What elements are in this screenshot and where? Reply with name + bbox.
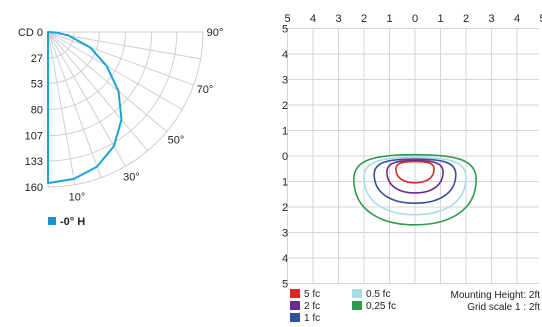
grid-scale-label: Grid scale 1 : 2ft [467, 302, 540, 313]
polar-spoke-10 [47, 31, 76, 185]
polar-angle-tick-90: 90° [207, 27, 224, 39]
polar-legend: -0° H [48, 216, 85, 228]
polar-radial-tick-160: 160 [25, 182, 43, 194]
iso-legend-label-2: 2 fc [304, 301, 320, 312]
iso-footcandle-chart: 5432101234554321012345 [282, 13, 542, 291]
polar-spoke-20 [47, 31, 102, 178]
iso-y-tick-1: 4 [282, 49, 288, 61]
iso-x-tick-8: 3 [488, 13, 494, 25]
iso-x-tick-3: 2 [361, 13, 367, 25]
polar-radial-tick-107: 107 [25, 131, 43, 143]
polar-chart: CD 0 27 53 80 107 133 160 10° 30° 50° 70° 90° [18, 27, 223, 203]
iso-legend-label-3: 0,25 fc [366, 301, 396, 312]
iso-y-tick-8: 3 [282, 228, 288, 240]
iso-x-tick-6: 1 [437, 13, 443, 25]
iso-contour-3 [386, 159, 444, 194]
polar-labels: CD 0 27 53 80 107 133 160 10° 30° 50° 70° 90° [18, 27, 223, 203]
iso-grid [287, 28, 539, 284]
polar-series-line-0 [47, 31, 123, 185]
iso-x-tick-2: 3 [335, 13, 341, 25]
iso-x-tick-0: 5 [284, 13, 290, 25]
polar-radial-tick-133: 133 [25, 156, 43, 168]
iso-contour-1 [363, 156, 467, 216]
iso-legend-label-1: 0.5 fc [366, 289, 390, 300]
polar-arc-107 [47, 31, 153, 137]
legend-label-0h: -0° H [60, 216, 85, 228]
polar-arc-80 [47, 31, 126, 110]
iso-y-tick-5: 0 [282, 151, 288, 163]
polar-radial-tick-53: 53 [31, 78, 43, 90]
polar-spoke-60 [47, 31, 183, 110]
polar-arc-133 [47, 31, 178, 162]
polar-spoke-70 [47, 31, 194, 86]
iso-legend-swatch-0 [290, 289, 300, 298]
polar-spoke-40 [47, 31, 149, 152]
iso-y-tick-0: 5 [282, 24, 288, 36]
iso-contours [352, 153, 478, 226]
iso-x-tick-9: 4 [514, 13, 520, 25]
iso-contour-4 [395, 160, 435, 184]
iso-x-tick-4: 1 [386, 13, 392, 25]
polar-grid [47, 31, 204, 188]
iso-legend-swatch-1 [352, 289, 362, 298]
iso-legend-swatch-2 [290, 301, 300, 310]
iso-y-tick-3: 2 [282, 100, 288, 112]
polar-spoke-30 [47, 31, 126, 167]
iso-y-tick-7: 2 [282, 202, 288, 214]
polar-spoke-80 [47, 31, 201, 60]
iso-x-tick-1: 4 [310, 13, 316, 25]
polar-angle-tick-50: 50° [168, 134, 185, 146]
polar-series [47, 31, 123, 185]
iso-legend-swatch-4 [290, 313, 300, 322]
iso-x-tick-5: 0 [412, 13, 418, 25]
iso-y-tick-2: 3 [282, 75, 288, 87]
polar-angle-tick-70: 70° [197, 84, 214, 96]
iso-legend-swatch-3 [352, 301, 362, 310]
mounting-height-label: Mounting Height: 2ft [451, 290, 541, 301]
polar-arc-53 [47, 31, 100, 84]
polar-radial-tick-0: CD 0 [18, 27, 43, 39]
iso-x-tick-7: 2 [463, 13, 469, 25]
polar-angle-tick-30: 30° [123, 172, 140, 184]
iso-legend-label-0: 5 fc [304, 289, 320, 300]
iso-legend-label-4: 1 fc [304, 313, 320, 324]
iso-y-tick-4: 1 [282, 126, 288, 138]
polar-radial-tick-27: 27 [31, 53, 43, 65]
iso-tick-labels: 5432101234554321012345 [282, 13, 542, 291]
iso-y-tick-6: 1 [282, 177, 288, 189]
iso-y-tick-9: 4 [282, 253, 288, 265]
legend-swatch-0h [48, 217, 56, 225]
iso-contour-2 [373, 158, 457, 204]
polar-radial-tick-80: 80 [31, 105, 43, 117]
polar-angle-tick-10: 10° [69, 191, 86, 203]
iso-contour-0 [352, 153, 478, 226]
iso-x-tick-10: 5 [539, 13, 542, 25]
iso-legend: 5 fc 0.5 fc 2 fc 0,25 fc 1 fc [290, 289, 396, 324]
iso-y-tick-10: 5 [282, 279, 288, 291]
polar-arc-160 [47, 31, 204, 188]
polar-spoke-50 [47, 31, 168, 133]
